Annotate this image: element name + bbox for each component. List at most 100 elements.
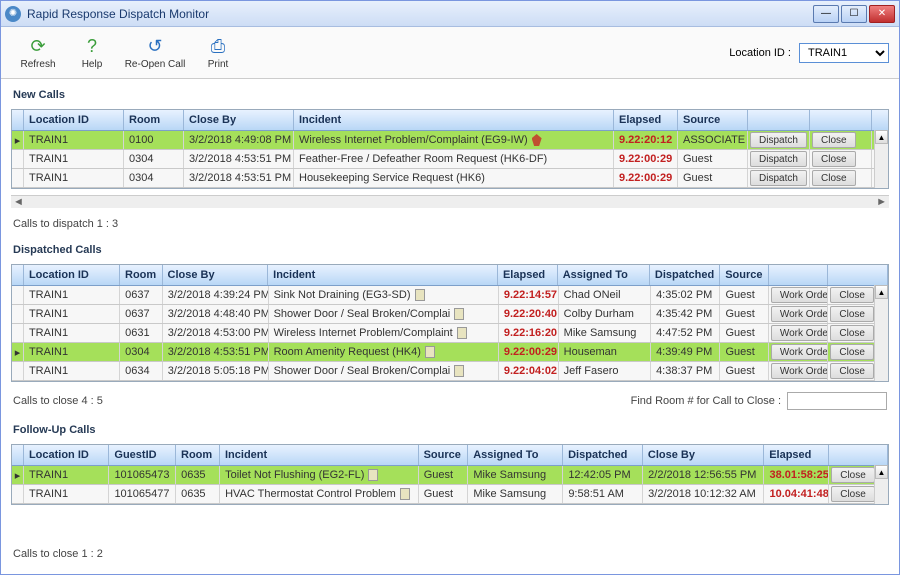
vertical-scrollbar[interactable]: ▲	[874, 465, 888, 504]
table-row[interactable]: TRAIN106373/2/2018 4:39:24 PMSink Not Dr…	[12, 286, 888, 305]
column-header[interactable]: Location ID	[24, 445, 109, 465]
help-button[interactable]: ? Help	[65, 31, 119, 75]
column-header[interactable]: Dispatched	[650, 265, 720, 285]
cell-room: 0637	[120, 286, 163, 304]
new-calls-grid: Location IDRoomClose ByIncidentElapsedSo…	[11, 109, 889, 189]
location-id-select[interactable]: TRAIN1	[799, 43, 889, 63]
row-pointer	[12, 150, 24, 168]
work-order-button[interactable]: Work Order	[771, 363, 829, 379]
row-pointer	[12, 485, 24, 503]
table-row[interactable]: ▸TRAIN11010654730635Toilet Not Flushing …	[12, 466, 888, 485]
close-button[interactable]: Close	[812, 170, 856, 186]
table-row[interactable]: TRAIN106313/2/2018 4:53:00 PMWireless In…	[12, 324, 888, 343]
work-order-button[interactable]: Work Order	[771, 344, 829, 360]
column-header[interactable]: Incident	[220, 445, 419, 465]
work-order-button[interactable]: Work Order	[771, 325, 829, 341]
column-header[interactable]: Assigned To	[558, 265, 650, 285]
close-button[interactable]: Close	[830, 363, 874, 379]
cell-close: 3/2/2018 10:12:32 AM	[643, 485, 764, 503]
followup-status: Calls to close 1 : 2	[13, 548, 103, 560]
vertical-scrollbar[interactable]: ▲	[874, 285, 888, 381]
minimize-button[interactable]: —	[813, 5, 839, 23]
new-calls-hscroll[interactable]: ◄►	[11, 195, 889, 208]
table-row[interactable]: ▸TRAIN103043/2/2018 4:53:51 PMRoom Ameni…	[12, 343, 888, 362]
close-button[interactable]: Close	[812, 132, 856, 148]
column-header[interactable]: Elapsed	[764, 445, 829, 465]
cell-source: Guest	[419, 466, 469, 484]
location-id-group: Location ID : TRAIN1	[729, 43, 889, 63]
action-cell: Close	[810, 169, 872, 187]
column-header[interactable]: Elapsed	[498, 265, 558, 285]
column-header[interactable]: Close By	[184, 110, 294, 130]
action-cell: Work Order	[769, 305, 829, 323]
column-header[interactable]: Dispatched	[563, 445, 643, 465]
dispatch-button[interactable]: Dispatch	[750, 151, 807, 167]
refresh-button[interactable]: ⟳ Refresh	[11, 31, 65, 75]
column-header[interactable]: Source	[678, 110, 748, 130]
maximize-button[interactable]: ☐	[841, 5, 867, 23]
cell-elapsed: 9.22:04:02	[499, 362, 559, 380]
work-order-button[interactable]: Work Order	[771, 287, 829, 303]
vertical-scrollbar[interactable]: ▲	[874, 130, 888, 188]
column-header[interactable]: Elapsed	[614, 110, 678, 130]
cell-close: 3/2/2018 4:53:51 PM	[184, 150, 294, 168]
action-cell: Dispatch	[748, 169, 810, 187]
close-button[interactable]: Close	[830, 344, 874, 360]
cell-source: Guest	[720, 343, 768, 361]
dispatched-heading: Dispatched Calls	[13, 244, 889, 256]
action-header	[748, 110, 810, 130]
cell-loc: TRAIN1	[24, 485, 110, 503]
note-icon	[457, 327, 467, 339]
note-icon	[425, 346, 435, 358]
cell-loc: TRAIN1	[24, 286, 120, 304]
column-header[interactable]: Source	[720, 265, 768, 285]
work-order-button[interactable]: Work Order	[771, 306, 829, 322]
table-row[interactable]: ▸TRAIN101003/2/2018 4:49:08 PMWireless I…	[12, 131, 888, 150]
print-icon: ⎙	[211, 36, 225, 57]
column-header[interactable]: Source	[419, 445, 469, 465]
cell-incident: Toilet Not Flushing (EG2-FL)	[220, 466, 419, 484]
table-row[interactable]: TRAIN11010654770635HVAC Thermostat Contr…	[12, 485, 888, 504]
find-room-input[interactable]	[787, 392, 887, 410]
column-header[interactable]: Assigned To	[468, 445, 563, 465]
print-button[interactable]: ⎙ Print	[191, 31, 245, 75]
column-header[interactable]: Incident	[268, 265, 498, 285]
cell-disp: 4:39:49 PM	[651, 343, 720, 361]
column-header[interactable]: Room	[176, 445, 220, 465]
close-button[interactable]: Close	[812, 151, 856, 167]
cell-source: Guest	[419, 485, 469, 503]
column-header[interactable]: Location ID	[24, 110, 124, 130]
column-header[interactable]: Room	[124, 110, 184, 130]
location-id-label: Location ID :	[729, 47, 791, 59]
table-row[interactable]: TRAIN103043/2/2018 4:53:51 PMFeather-Fre…	[12, 150, 888, 169]
column-header[interactable]: GuestID	[109, 445, 176, 465]
cell-elapsed: 9.22:00:29	[614, 150, 678, 168]
close-button[interactable]: Close	[830, 287, 874, 303]
dispatch-button[interactable]: Dispatch	[750, 132, 807, 148]
close-button[interactable]: Close	[831, 486, 875, 502]
close-button[interactable]: Close	[830, 306, 874, 322]
cell-close: 3/2/2018 4:39:24 PM	[163, 286, 269, 304]
close-button[interactable]: Close	[830, 325, 874, 341]
dispatch-button[interactable]: Dispatch	[750, 170, 807, 186]
column-header[interactable]: Close By	[163, 265, 269, 285]
close-button[interactable]: Close	[831, 467, 875, 483]
cell-loc: TRAIN1	[24, 466, 110, 484]
table-row[interactable]: TRAIN106343/2/2018 5:05:18 PMShower Door…	[12, 362, 888, 381]
column-header[interactable]: Incident	[294, 110, 614, 130]
note-icon	[400, 488, 410, 500]
close-window-button[interactable]: ✕	[869, 5, 895, 23]
table-row[interactable]: TRAIN103043/2/2018 4:53:51 PMHousekeepin…	[12, 169, 888, 188]
row-pointer: ▸	[12, 131, 24, 149]
cell-source: Guest	[720, 362, 768, 380]
refresh-icon: ⟳	[30, 36, 45, 57]
column-header[interactable]: Close By	[643, 445, 764, 465]
content-area: New Calls Location IDRoomClose ByInciden…	[1, 79, 899, 574]
reopen-call-button[interactable]: ↺ Re-Open Call	[119, 31, 191, 75]
column-header[interactable]: Room	[120, 265, 163, 285]
column-header[interactable]: Location ID	[24, 265, 120, 285]
table-row[interactable]: TRAIN106373/2/2018 4:48:40 PMShower Door…	[12, 305, 888, 324]
row-pointer	[12, 169, 24, 187]
cell-incident: Wireless Internet Problem/Complaint (EG9…	[294, 131, 614, 149]
cell-assigned: Jeff Fasero	[559, 362, 651, 380]
